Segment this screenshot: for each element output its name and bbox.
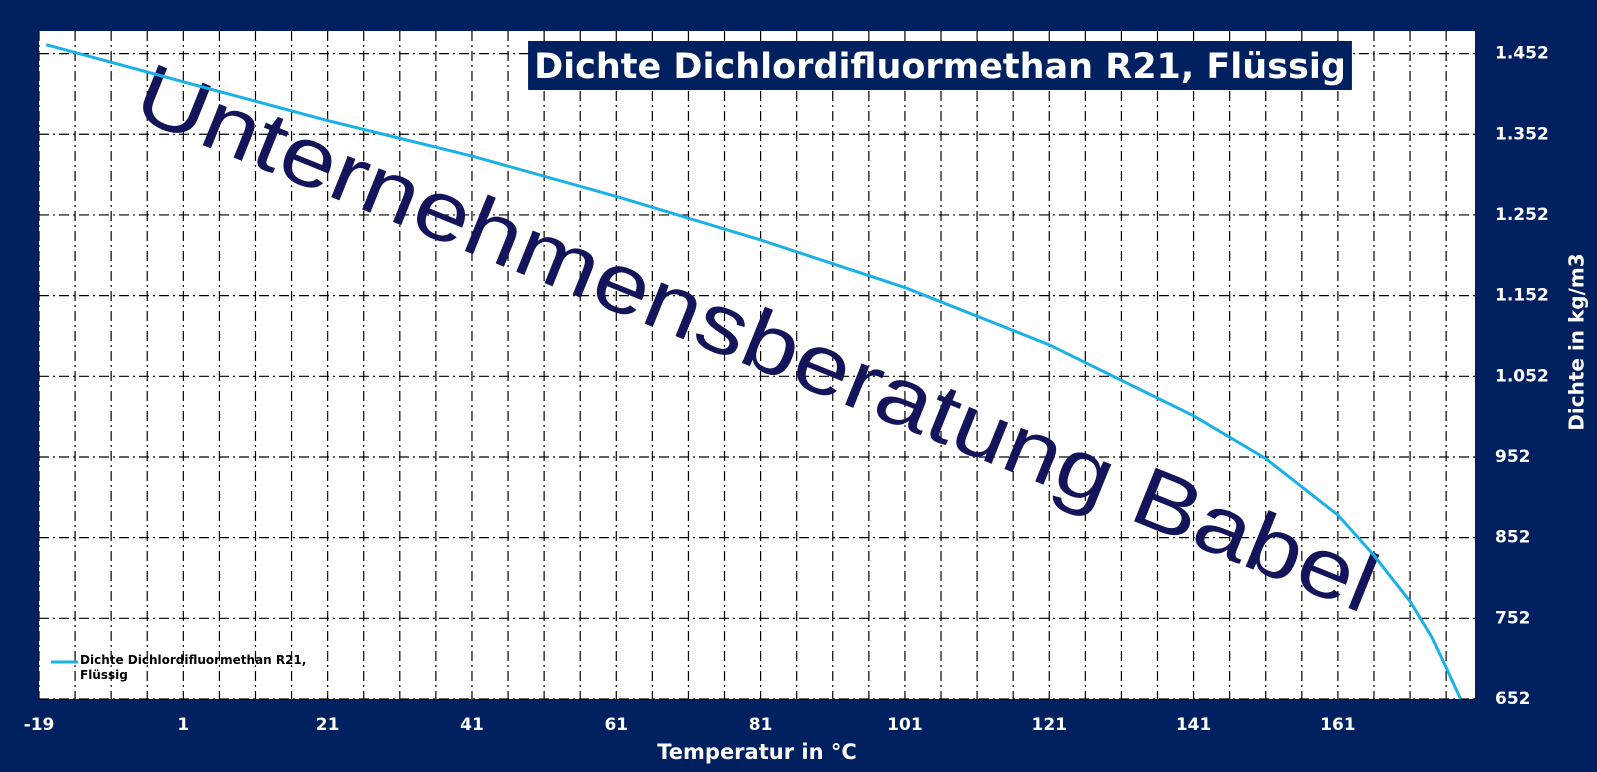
x-tick-label: 101	[887, 715, 923, 735]
y-tick-label: 1.052	[1495, 366, 1549, 386]
legend: Dichte Dichlordifluormethan R21, Flüssig	[80, 653, 307, 682]
y-tick-label: 1.152	[1495, 286, 1549, 306]
x-tick-label: 41	[460, 715, 484, 735]
x-tick-label: 1	[177, 715, 189, 735]
y-tick-label: 1.352	[1495, 124, 1549, 144]
legend-label: Dichte Dichlordifluormethan R21, Flüssig	[80, 653, 307, 682]
x-tick-label: 141	[1176, 715, 1212, 735]
y-tick-label: 1.252	[1495, 205, 1549, 225]
x-tick-label: 161	[1320, 715, 1356, 735]
x-axis-title: Temperatur in °C	[657, 740, 857, 764]
line	[45, 43, 1462, 700]
x-tick-label: -19	[24, 715, 55, 735]
y-tick-label: 652	[1495, 689, 1531, 709]
chart-title: Dichte Dichlordifluormethan R21, Flüssig	[534, 47, 1346, 87]
y-tick-label: 1.452	[1495, 44, 1549, 64]
y-axis-title: Dichte in kg/m3	[1565, 253, 1589, 430]
x-tick-label: 21	[316, 715, 340, 735]
x-tick-label: 121	[1032, 715, 1068, 735]
y-tick-label: 852	[1495, 528, 1531, 548]
title-box	[528, 41, 1352, 90]
x-tick-label: 61	[604, 715, 628, 735]
y-tick-label: 752	[1495, 608, 1531, 628]
x-tick-label: 81	[749, 715, 773, 735]
plot-area	[39, 31, 1475, 699]
y-tick-label: 952	[1495, 447, 1531, 467]
